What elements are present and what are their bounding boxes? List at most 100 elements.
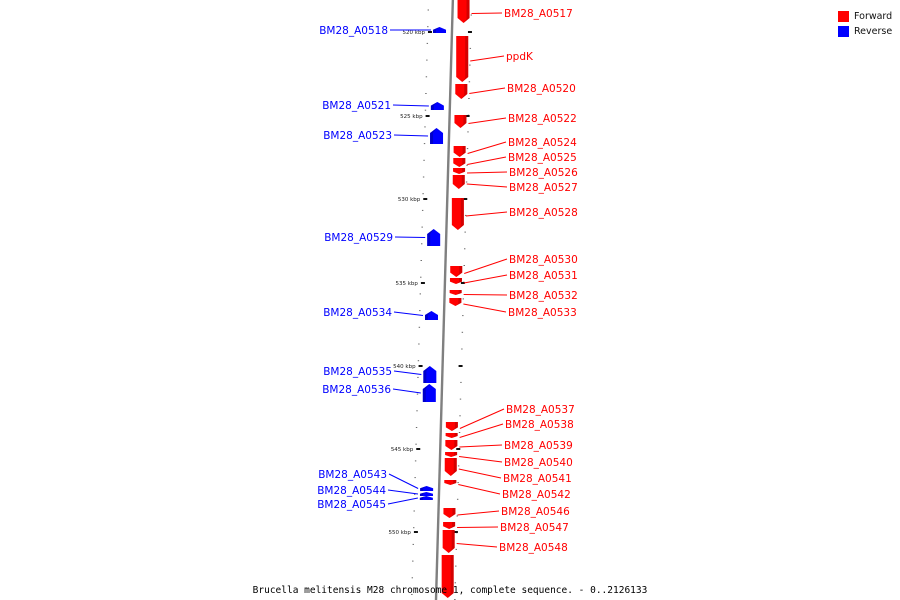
reverse-gene-label: BM28_A0536 — [322, 384, 391, 396]
forward-gene-leader — [464, 258, 508, 274]
scale-tick-mark — [458, 365, 463, 367]
forward-gene-shade — [456, 266, 463, 277]
forward-gene-label: BM28_A0524 — [508, 137, 577, 149]
reverse-gene-leader — [392, 104, 429, 107]
forward-gene-leader — [459, 408, 505, 429]
forward-gene-leader — [463, 303, 507, 313]
caption: Brucella melitensis M28 chromosome 1, co… — [0, 578, 900, 597]
forward-gene-label: BM28_A0537 — [506, 404, 575, 416]
reverse-gene-label: BM28_A0534 — [323, 307, 392, 319]
scale-tick-label: 520 kbp — [403, 30, 426, 36]
forward-gene-leader — [459, 423, 504, 438]
forward-gene-shade — [458, 175, 465, 189]
forward-gene-shade — [460, 115, 467, 128]
scale-tick-label: 525 kbp — [400, 114, 423, 120]
scale-tick-mark — [418, 365, 423, 367]
forward-gene-shade — [455, 278, 462, 284]
forward-gene-shade — [457, 198, 464, 230]
reverse-gene-label: BM28_A0544 — [317, 485, 386, 497]
reverse-gene-shade — [430, 102, 438, 110]
reverse-gene-leader — [392, 388, 421, 394]
forward-gene-label: BM28_A0539 — [504, 440, 573, 452]
reverse-gene-shade — [419, 492, 427, 496]
forward-gene-label: BM28_A0542 — [502, 489, 571, 501]
legend-label-forward: Forward — [854, 11, 893, 22]
reverse-gene-shade — [427, 229, 434, 246]
reverse-gene-leader — [394, 236, 426, 238]
forward-gene-label: BM28_A0538 — [505, 419, 574, 431]
forward-gene-label: BM28_A0548 — [499, 542, 568, 554]
scale-tick-label: 530 kbp — [398, 197, 421, 203]
forward-gene-shade — [461, 84, 468, 99]
forward-gene-leader — [465, 211, 508, 217]
scale-tick-mark — [453, 531, 458, 533]
legend-swatch-reverse — [838, 26, 849, 37]
reverse-gene-label: BM28_A0521 — [322, 100, 391, 112]
reverse-gene-leader — [387, 497, 418, 505]
scale-tick-mark — [413, 531, 418, 533]
legend-label-reverse: Reverse — [854, 26, 893, 37]
legend-swatch-forward — [838, 11, 849, 22]
forward-gene-shade — [449, 522, 456, 529]
forward-gene-label: BM28_A0526 — [509, 167, 578, 179]
forward-gene-shade — [448, 530, 455, 553]
scale-tick-mark — [467, 31, 472, 33]
forward-gene-leader — [467, 141, 507, 154]
reverse-gene-arrow — [420, 486, 434, 491]
forward-gene-label: BM28_A0533 — [508, 307, 577, 319]
forward-gene-label: BM28_A0522 — [508, 113, 577, 125]
forward-gene-leader — [463, 274, 508, 284]
scale-tick-mark — [425, 115, 430, 117]
forward-gene-leader — [470, 55, 505, 62]
scale-tick-mark — [460, 282, 465, 284]
scale-tick-mark — [465, 115, 470, 117]
reverse-gene-leader — [387, 489, 419, 495]
reverse-gene-shade — [430, 128, 437, 144]
reverse-gene-arrow — [419, 496, 433, 500]
forward-gene-shade — [450, 480, 457, 485]
forward-gene-leader — [471, 12, 503, 14]
forward-gene-shade — [459, 168, 466, 174]
forward-gene-label: BM28_A0540 — [504, 457, 573, 469]
forward-gene-label: BM28_A0527 — [509, 182, 578, 194]
reverse-gene-arrow — [427, 229, 441, 246]
reverse-gene-label: BM28_A0535 — [323, 366, 392, 378]
forward-gene-label: BM28_A0532 — [509, 290, 578, 302]
reverse-gene-arrow — [423, 366, 437, 383]
scale-tick-mark — [463, 198, 468, 200]
forward-gene-leader — [459, 444, 503, 448]
forward-gene-shade — [463, 0, 470, 23]
reverse-gene-arrow — [419, 492, 433, 496]
caption-text: Brucella melitensis M28 chromosome 1, co… — [252, 585, 648, 596]
forward-gene-leader — [469, 87, 506, 94]
forward-gene-label: BM28_A0517 — [504, 8, 573, 20]
reverse-gene-leader — [393, 370, 422, 375]
reverse-gene-shade — [423, 366, 430, 383]
forward-gene-label: BM28_A0547 — [500, 522, 569, 534]
forward-gene-shade — [450, 458, 457, 476]
forward-gene-leader — [463, 294, 508, 296]
scale-tick-mark — [423, 198, 428, 200]
legend-item-forward: Forward — [838, 9, 892, 24]
forward-gene-leader — [457, 526, 499, 528]
scale-tick-mark — [420, 282, 425, 284]
scale-tick-label: 535 kbp — [395, 281, 418, 287]
forward-gene-shade — [451, 422, 458, 431]
reverse-gene-arrow — [424, 311, 438, 320]
forward-gene-label: BM28_A0531 — [509, 270, 578, 282]
forward-gene-label: BM28_A0541 — [503, 473, 572, 485]
forward-gene-label: ppdK — [506, 51, 534, 63]
scale-tick-label: 540 kbp — [393, 364, 416, 370]
reverse-gene-arrow — [433, 27, 447, 33]
forward-gene-shade — [455, 298, 462, 306]
forward-gene-label: BM28_A0530 — [509, 254, 578, 266]
forward-gene-label: BM28_A0520 — [507, 83, 576, 95]
forward-gene-shade — [451, 433, 458, 438]
forward-gene-leader — [466, 183, 508, 188]
reverse-gene-shade — [422, 384, 430, 402]
reverse-gene-leader — [393, 311, 424, 316]
forward-gene-leader — [467, 171, 508, 174]
forward-gene-shade — [451, 440, 458, 450]
scale-tick-mark — [416, 448, 421, 450]
